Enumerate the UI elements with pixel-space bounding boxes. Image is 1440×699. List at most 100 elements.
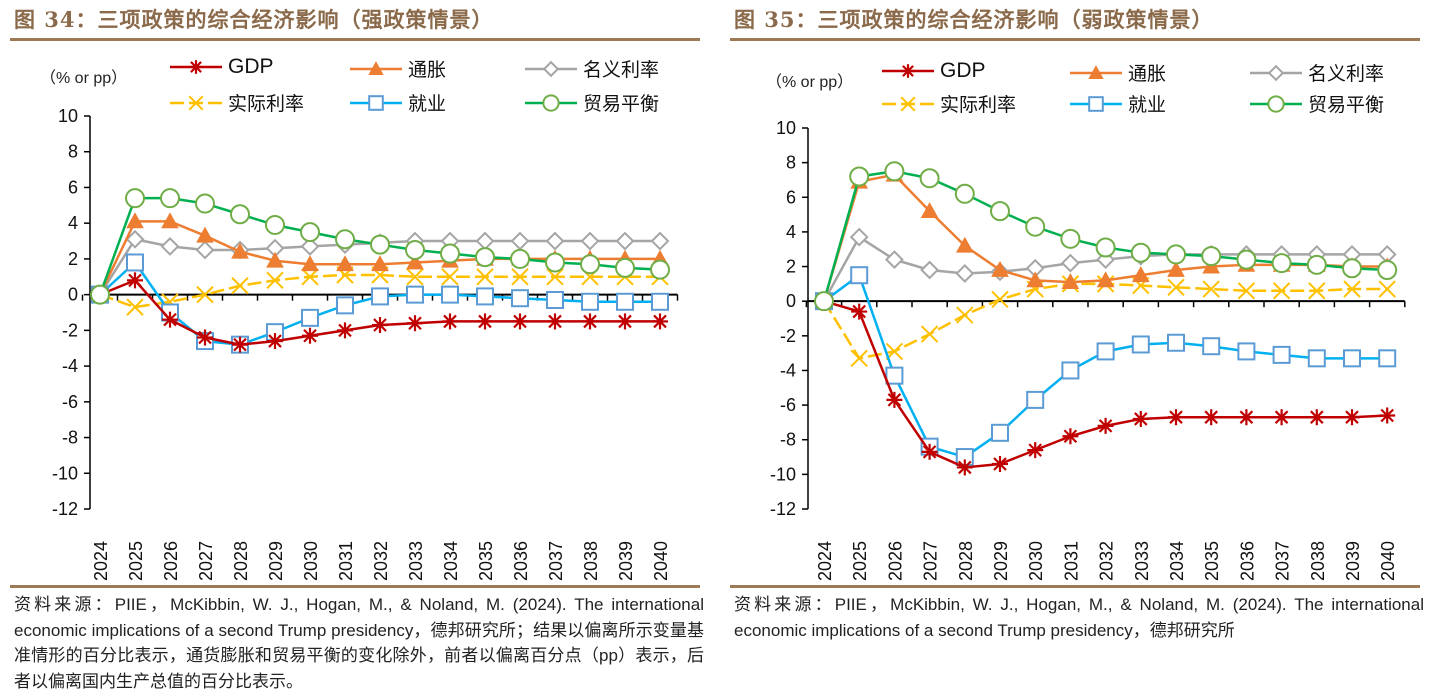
square-marker [1343, 349, 1361, 368]
legend-label: 名义利率 [583, 59, 660, 81]
series-2 [814, 227, 1397, 311]
triangle-marker [336, 255, 354, 272]
series-1 [815, 165, 1397, 309]
asterisk-marker [127, 272, 143, 289]
legend-item: 通胀 [348, 55, 446, 82]
circle-marker [650, 259, 670, 280]
legend-label: 就业 [408, 93, 447, 115]
circle-marker [300, 222, 320, 243]
diamond-marker [955, 264, 975, 283]
circle-marker [1166, 244, 1186, 265]
circle-marker [265, 214, 285, 235]
unit-label: （% or pp） [40, 70, 128, 87]
circle-marker [1025, 216, 1046, 237]
asterisk-marker [652, 313, 668, 330]
line-chart: 10 8 6 4 2 0 -2 -4 -6 -8 -10 -12 2024 2025 2026 2027 202… [52, 106, 679, 581]
x-tick-label: 2034 [1167, 541, 1187, 581]
title-divider [730, 38, 1420, 41]
x-tick-label: 2031 [1061, 541, 1081, 581]
asterisk-marker [901, 64, 915, 78]
x-tick-label: 2029 [266, 541, 286, 581]
circle-marker [230, 204, 250, 225]
x-marker [231, 276, 249, 295]
square-marker [1237, 342, 1256, 361]
circle-marker [1095, 237, 1116, 258]
circle-marker [1271, 253, 1292, 274]
legend-swatch [525, 60, 577, 77]
x-marker [196, 285, 214, 304]
triangle-marker [1167, 260, 1185, 277]
x-marker [1272, 282, 1291, 300]
asterisk-marker [582, 313, 598, 330]
y-tick-label: -8 [780, 430, 796, 450]
circle-marker [545, 252, 565, 273]
triangle-marker [1096, 271, 1115, 288]
asterisk-marker [442, 313, 458, 330]
y-tick-label: 4 [68, 213, 78, 233]
circle-marker [510, 248, 530, 269]
diamond-marker [615, 231, 635, 251]
square-marker [1026, 390, 1045, 409]
square-marker [1167, 333, 1185, 352]
x-tick-label: 2035 [476, 541, 496, 581]
x-tick-label: 2031 [336, 541, 356, 581]
x-tick-label: 2039 [616, 541, 636, 581]
x-marker [266, 271, 284, 290]
legend-label: 贸易平衡 [1308, 94, 1385, 116]
x-tick-label: 2025 [850, 541, 870, 581]
triangle-marker [126, 212, 144, 229]
asterisk-marker [407, 315, 423, 332]
legend-swatch [170, 94, 222, 111]
x-tick-label: 2040 [1378, 541, 1398, 581]
source-divider [730, 585, 1420, 588]
source-note: 资料来源：PIIE，McKibbin, W. J., Hogan, M., & … [734, 595, 1424, 640]
series-0 [92, 272, 668, 353]
source-divider [10, 585, 700, 588]
circle-marker [125, 188, 145, 209]
x-tick-label: 2032 [371, 541, 391, 581]
diamond-marker [510, 231, 530, 251]
circle-marker [195, 193, 215, 214]
asterisk-marker [267, 333, 283, 350]
legend-label: 名义利率 [1308, 63, 1385, 85]
y-tick-label: -6 [780, 395, 796, 415]
unit-label: （% or pp） [766, 74, 854, 91]
triangle-marker [266, 251, 284, 268]
square-marker [511, 289, 529, 308]
square-marker [1378, 349, 1397, 368]
diamond-marker [545, 231, 565, 251]
circle-marker [990, 201, 1010, 222]
diamond-marker [1267, 64, 1285, 81]
square-marker [476, 287, 494, 306]
triangle-marker [196, 226, 214, 243]
circle-marker [580, 254, 600, 275]
triangle-marker [1088, 64, 1104, 79]
asterisk-marker [921, 443, 938, 460]
asterisk-marker [1273, 409, 1290, 426]
square-marker [651, 292, 669, 311]
asterisk-marker [477, 313, 493, 330]
legend-item: 通胀 [1068, 59, 1166, 86]
y-tick-label: 8 [786, 153, 796, 173]
x-tick-label: 2027 [196, 541, 216, 581]
asterisk-marker [189, 60, 203, 74]
asterisk-marker [992, 455, 1008, 472]
y-tick-label: 0 [68, 285, 78, 305]
legend-swatch [1070, 95, 1122, 112]
asterisk-marker [1097, 417, 1114, 434]
x-marker [991, 290, 1009, 309]
legend-label: 实际利率 [228, 93, 305, 115]
triangle-marker [1061, 273, 1080, 290]
y-tick-label: -12 [52, 499, 78, 519]
circle-marker [1130, 242, 1151, 263]
triangle-marker [920, 202, 939, 219]
square-marker [850, 266, 869, 285]
asterisk-marker [1168, 409, 1184, 426]
x-tick-label: 2040 [651, 541, 671, 581]
x-tick-label: 2033 [406, 541, 426, 581]
asterisk-marker [886, 391, 903, 408]
legend-swatch [882, 95, 934, 112]
circle-marker [919, 168, 940, 189]
y-tick-label: 10 [58, 106, 78, 126]
legend-swatch [882, 64, 934, 78]
